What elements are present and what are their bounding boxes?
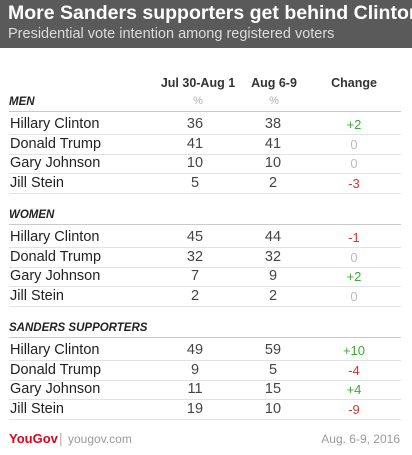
value-period2: 32 <box>264 248 282 265</box>
value-period1: 7 <box>190 268 200 284</box>
chart-header: More Sanders supporters get behind Clint… <box>0 0 412 48</box>
value-change: +4 <box>346 382 362 397</box>
table-row: Gary Johnson 7 9 +2 <box>9 267 401 287</box>
section-divider <box>9 111 401 112</box>
table-row: Donald Trump 9 5 -4 <box>9 361 401 381</box>
table-row: Gary Johnson 11 15 +4 <box>9 380 401 400</box>
candidate-name: Donald Trump <box>10 248 102 265</box>
value-period1: 11 <box>187 381 203 397</box>
value-period1: 36 <box>186 116 204 132</box>
value-change: 0 <box>350 288 358 304</box>
value-change: 0 <box>350 136 358 152</box>
table-row: Hillary Clinton 49 59 +10 <box>9 341 401 361</box>
value-change: +2 <box>346 117 362 132</box>
section-label: SANDERS SUPPORTERS <box>9 322 148 334</box>
value-period1: 32 <box>186 248 204 265</box>
section-divider <box>9 337 401 338</box>
table-row: Jill Stein 19 10 -9 <box>9 400 401 420</box>
value-period2: 41 <box>264 135 282 152</box>
survey-date: Aug. 6-9, 2016 <box>321 432 400 446</box>
candidate-name: Donald Trump <box>10 135 102 152</box>
value-change: -9 <box>348 401 360 417</box>
table-row: Hillary Clinton 45 44 -1 <box>9 228 401 248</box>
unit-label-period1: % <box>193 95 203 107</box>
column-header-change: Change <box>331 76 377 90</box>
table-row: Donald Trump 41 41 0 <box>9 135 401 155</box>
value-change: 0 <box>350 156 358 171</box>
value-period2: 9 <box>268 268 278 284</box>
value-change: +2 <box>346 269 362 284</box>
value-change: -4 <box>348 362 360 378</box>
candidate-name: Hillary Clinton <box>10 116 100 132</box>
section-label: WOMEN <box>9 209 55 221</box>
chart-title: More Sanders supporters get behind Clint… <box>8 2 412 24</box>
table-row: Donald Trump 32 32 0 <box>9 248 401 268</box>
candidate-name: Jill Stein <box>10 400 64 417</box>
value-period2: 10 <box>264 155 282 171</box>
value-period1: 10 <box>186 155 204 171</box>
chart-subtitle: Presidential vote intention among regist… <box>8 26 335 42</box>
footer: YouGov | yougov.com Aug. 6-9, 2016 <box>0 423 412 455</box>
value-change: 0 <box>350 249 358 265</box>
value-period1: 45 <box>186 229 204 245</box>
column-header-period2: Aug 6-9 <box>251 76 297 90</box>
value-change: +10 <box>342 343 366 358</box>
value-period1: 19 <box>186 400 204 417</box>
value-period2: 38 <box>264 116 282 132</box>
value-change: -1 <box>348 230 360 245</box>
section-label: MEN <box>9 96 35 108</box>
table-row: Jill Stein 2 2 0 <box>9 287 401 307</box>
site-link[interactable]: yougov.com <box>68 432 132 446</box>
value-period1: 41 <box>186 135 204 152</box>
candidate-name: Gary Johnson <box>10 268 101 284</box>
candidate-name: Donald Trump <box>10 361 102 378</box>
value-period2: 44 <box>264 229 282 245</box>
unit-label-period2: % <box>269 95 279 107</box>
footer-separator: | <box>59 430 63 446</box>
value-period2: 10 <box>264 400 282 417</box>
yougov-logo: YouGov <box>9 431 58 446</box>
candidate-name: Gary Johnson <box>10 381 101 397</box>
table-row: Gary Johnson 10 10 0 <box>9 154 401 174</box>
value-period2: 5 <box>268 361 278 378</box>
value-period2: 2 <box>268 174 278 191</box>
value-period1: 9 <box>190 361 200 378</box>
value-period2: 59 <box>264 342 282 358</box>
candidate-name: Jill Stein <box>10 174 64 191</box>
value-period1: 5 <box>190 174 200 191</box>
candidate-name: Hillary Clinton <box>10 229 100 245</box>
value-period2: 15 <box>264 381 282 397</box>
candidate-name: Gary Johnson <box>10 155 101 171</box>
value-period1: 2 <box>190 287 200 304</box>
candidate-name: Hillary Clinton <box>10 342 100 358</box>
table-row: Hillary Clinton 36 38 +2 <box>9 115 401 135</box>
candidate-name: Jill Stein <box>10 287 64 304</box>
value-period1: 49 <box>186 342 204 358</box>
table-row: Jill Stein 5 2 -3 <box>9 174 401 194</box>
value-period2: 2 <box>268 287 278 304</box>
section-divider <box>9 224 401 225</box>
value-change: -3 <box>348 175 360 191</box>
column-header-period1: Jul 30-Aug 1 <box>160 76 236 90</box>
